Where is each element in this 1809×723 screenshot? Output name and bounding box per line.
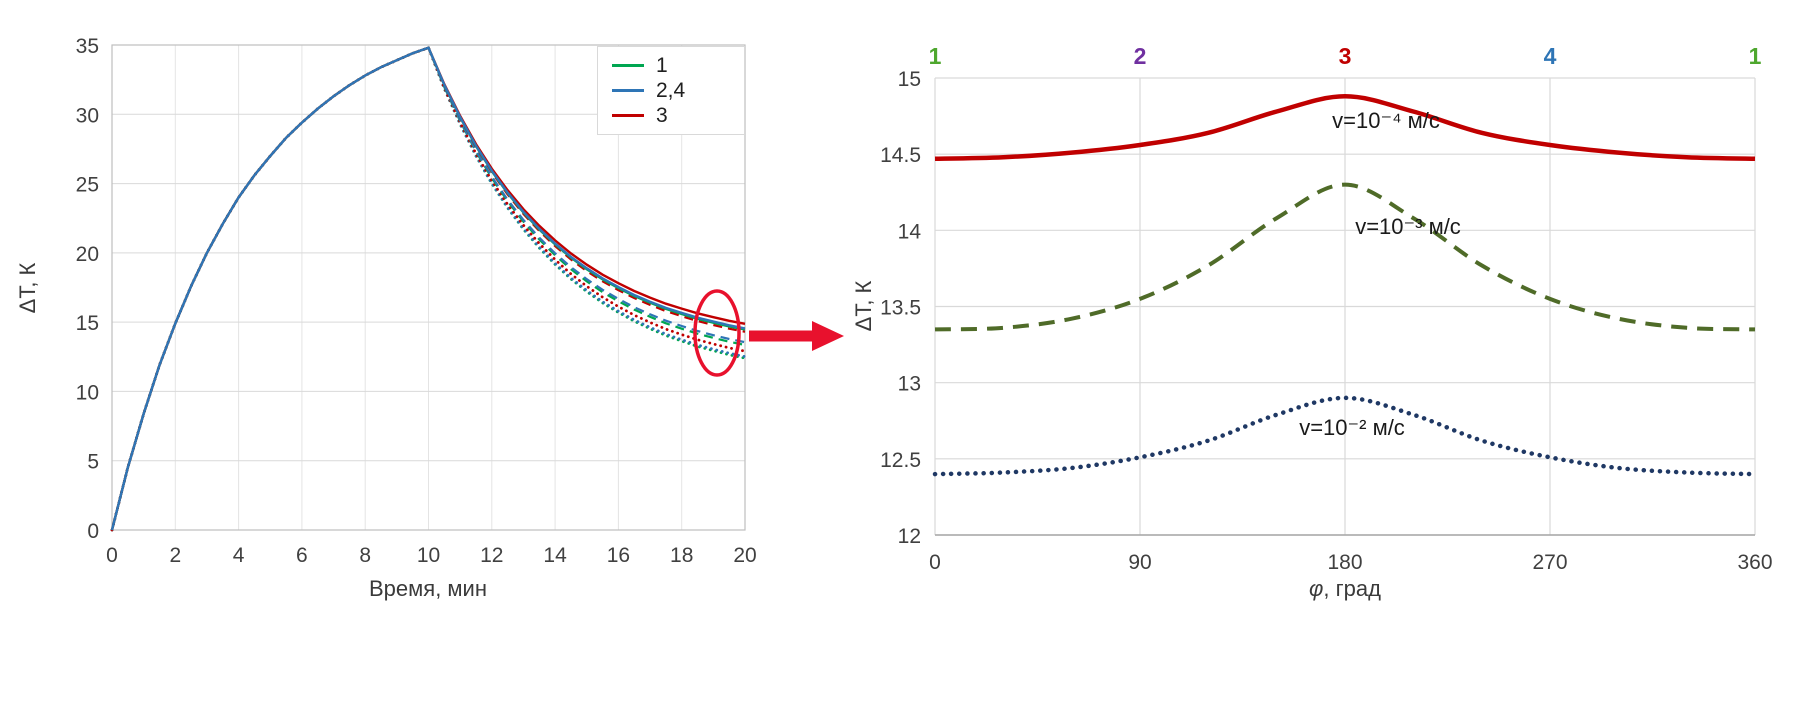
y-tick-label: 30 (76, 104, 99, 127)
right-y-axis-title: ΔT, К (851, 280, 876, 332)
curve-pos2,4-solid (110, 46, 746, 531)
x-tick-label: 360 (1737, 551, 1772, 574)
series-dashed (934, 182, 1756, 332)
x-tick-label: 4 (233, 544, 245, 567)
y-tick-label: 14.5 (880, 144, 921, 167)
y-tick-label: 10 (76, 381, 99, 404)
x-tick-label: 270 (1532, 551, 1567, 574)
annotation-v1e-3: v=10⁻³ м/с (1355, 214, 1461, 239)
plot-border (111, 44, 746, 531)
legend-item-label: 2,4 (656, 79, 686, 102)
top-axis-position-label: 2 (1134, 43, 1147, 69)
series-solid (934, 94, 1756, 161)
y-tick-label: 0 (87, 520, 99, 543)
left-x-axis-title: Время, мин (369, 576, 487, 601)
top-axis-position-label: 3 (1339, 43, 1352, 69)
x-tick-label: 6 (296, 544, 308, 567)
zoom-highlight-ellipse (693, 289, 741, 377)
y-tick-label: 35 (76, 35, 99, 58)
right-x-axis-title-text: , град (1323, 576, 1381, 601)
y-tick-label: 5 (87, 451, 99, 474)
legend-item: 2,4 (612, 80, 744, 101)
x-tick-label: 180 (1327, 551, 1362, 574)
y-tick-label: 12 (898, 525, 921, 548)
annotation-v1e-2: v=10⁻² м/с (1299, 415, 1405, 440)
legend-item: 1 (612, 55, 744, 76)
x-tick-label: 12 (480, 544, 503, 567)
left-chart-canvas: 0 5 10 15 20 25 30 35 0 2 4 6 8 10 12 14 16 18 20 (76, 35, 844, 567)
legend-line-swatch (612, 89, 644, 92)
y-tick-label: 13 (898, 373, 921, 396)
y-tick-label: 14 (898, 220, 922, 243)
annotation-v1e-4: v=10⁻⁴ м/с (1332, 108, 1440, 133)
y-tick-label: 13.5 (880, 297, 921, 320)
top-axis-position-label: 1 (929, 43, 942, 69)
zoom-arrow-head (812, 321, 844, 351)
top-axis-position-label: 4 (1544, 43, 1557, 69)
y-tick-label: 25 (76, 174, 99, 197)
legend-line-swatch (612, 64, 644, 67)
y-tick-label: 12.5 (880, 449, 921, 472)
x-tick-label: 0 (106, 544, 118, 567)
legend-item-label: 3 (656, 104, 668, 127)
series-dotted (932, 395, 1758, 477)
x-tick-label: 20 (733, 544, 756, 567)
y-tick-label: 15 (898, 68, 921, 91)
x-tick-label: 90 (1128, 551, 1151, 574)
x-tick-label: 0 (929, 551, 941, 574)
x-tick-label: 16 (607, 544, 630, 567)
left-y-axis-title: ΔT, К (15, 262, 40, 314)
legend-item-label: 1 (656, 54, 668, 77)
right-x-axis-title: φ, град (1309, 576, 1381, 602)
x-tick-label: 2 (169, 544, 181, 567)
x-tick-label: 14 (543, 544, 567, 567)
y-tick-label: 15 (76, 312, 99, 335)
legend-line-swatch (612, 114, 644, 117)
y-tick-label: 20 (76, 243, 99, 266)
x-tick-label: 8 (359, 544, 371, 567)
x-tick-label: 18 (670, 544, 693, 567)
top-axis-position-label: 1 (1749, 43, 1762, 69)
legend: 1 2,4 3 (597, 46, 745, 135)
legend-item: 3 (612, 105, 744, 126)
phi-symbol: φ (1309, 576, 1324, 601)
x-tick-label: 10 (417, 544, 440, 567)
